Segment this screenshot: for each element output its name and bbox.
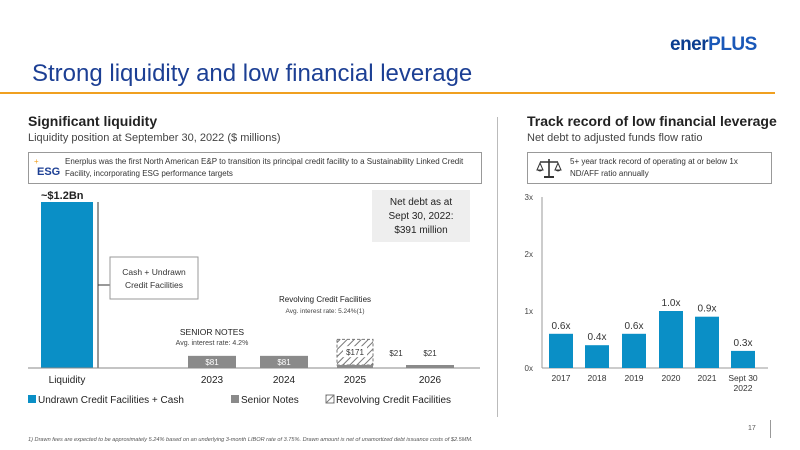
legend-swatch-1 [28,395,36,403]
senior-notes-label-2026: $21 [423,349,437,358]
rcf-label-2025: $171 [346,348,364,357]
legend-label-3: Revolving Credit Facilities [336,395,451,406]
page-number-rule [770,420,771,438]
rcf-title: Revolving Credit Facilities [279,295,371,304]
svg-text:ESG: ESG [37,166,60,178]
senior-notes-bar-2024 [260,355,308,368]
liquidity-bar-label: ~$1.2Bn [41,190,84,202]
leverage-label-4: 0.9x [698,304,717,315]
legend-swatch-2 [231,395,239,403]
track-record-note-box: 5+ year track record of operating at or … [527,152,772,184]
y-tick-2x: 2x [525,250,533,259]
esg-note-box: + ESG Enerplus was the first North Ameri… [28,152,482,184]
senior-notes-bar-2025 [337,365,373,368]
liquidity-section-subtitle: Liquidity position at September 30, 2022… [28,132,281,144]
net-debt-line-3: $391 million [394,225,447,236]
rcf-label-bg [343,346,367,358]
balance-scale-icon [536,156,562,180]
senior-notes-label-2023: $81 [205,358,219,367]
footnote: 1) Drawn fees are expected to be approxi… [28,437,473,443]
leverage-bar-1 [585,345,609,368]
page-title: Strong liquidity and low financial lever… [32,60,473,87]
leverage-label-0: 0.6x [552,321,571,332]
svg-text:+: + [34,157,39,166]
cash-label-box [109,256,199,300]
senior-notes-label-2025: $21 [389,349,403,358]
leverage-label-2: 0.6x [625,321,644,332]
track-record-note-text: 5+ year track record of operating at or … [570,157,738,178]
liquidity-section-title: Significant liquidity [28,113,158,129]
x-tick-2026: 2026 [419,375,442,386]
page-number: 17 [748,425,756,432]
legend-label-2: Senior Notes [241,395,299,406]
section-divider [497,117,498,417]
net-debt-box [372,190,470,242]
leverage-section-title: Track record of low financial leverage [527,113,777,129]
x-tick-2023: 2023 [201,375,224,386]
esg-icon: + ESG [31,156,63,180]
title-underline [0,92,775,94]
leverage-label-5: 0.3x [734,338,753,349]
legend-label-1: Undrawn Credit Facilities + Cash [38,395,184,406]
y-tick-1x: 1x [525,307,533,316]
leverage-label-1: 0.4x [588,332,607,343]
senior-notes-label-2024: $81 [277,358,291,367]
leverage-x-tick-2-0: 2019 [625,373,644,383]
leverage-bar-4 [695,316,719,368]
liquidity-bar [41,202,93,368]
cash-label-line1: Cash + Undrawn [122,267,186,277]
leverage-bar-0 [549,333,573,368]
leverage-x-tick-0-0: 2017 [552,373,571,383]
enerplus-logo: enerPLUS [670,34,757,55]
leverage-section-subtitle: Net debt to adjusted funds flow ratio [527,132,703,144]
leverage-bar-2 [622,333,646,368]
esg-note-text: Enerplus was the first North American E&… [65,157,464,178]
leverage-bar-5 [731,350,755,368]
senior-notes-rate: Avg. interest rate: 4.2% [176,340,249,347]
leverage-x-tick-3-0: 2020 [662,373,681,383]
x-tick-2024: 2024 [273,375,296,386]
senior-notes-bar-2026 [406,365,454,368]
x-tick-Liquidity: Liquidity [49,375,86,386]
rcf-rate: Avg. interest rate: 5.24%(1) [285,308,364,315]
leverage-x-tick-4-0: 2021 [698,373,717,383]
y-tick-0x: 0x [525,364,533,373]
leverage-label-3: 1.0x [662,298,681,309]
cash-label-line2: Credit Facilities [125,280,183,290]
senior-notes-title: SENIOR NOTES [180,327,245,337]
leverage-x-tick-5-0: Sept 30 [728,373,758,383]
net-debt-line-2: Sept 30, 2022: [388,211,453,222]
net-debt-line-1: Net debt as at [390,197,452,208]
leverage-x-tick-1-0: 2018 [588,373,607,383]
legend-swatch-3 [325,394,335,404]
senior-notes-bar-2023 [188,355,236,368]
y-tick-3x: 3x [525,193,533,202]
leverage-x-tick-5-1: 2022 [734,383,753,393]
leverage-bar-3 [659,311,683,368]
x-tick-2025: 2025 [344,375,367,386]
